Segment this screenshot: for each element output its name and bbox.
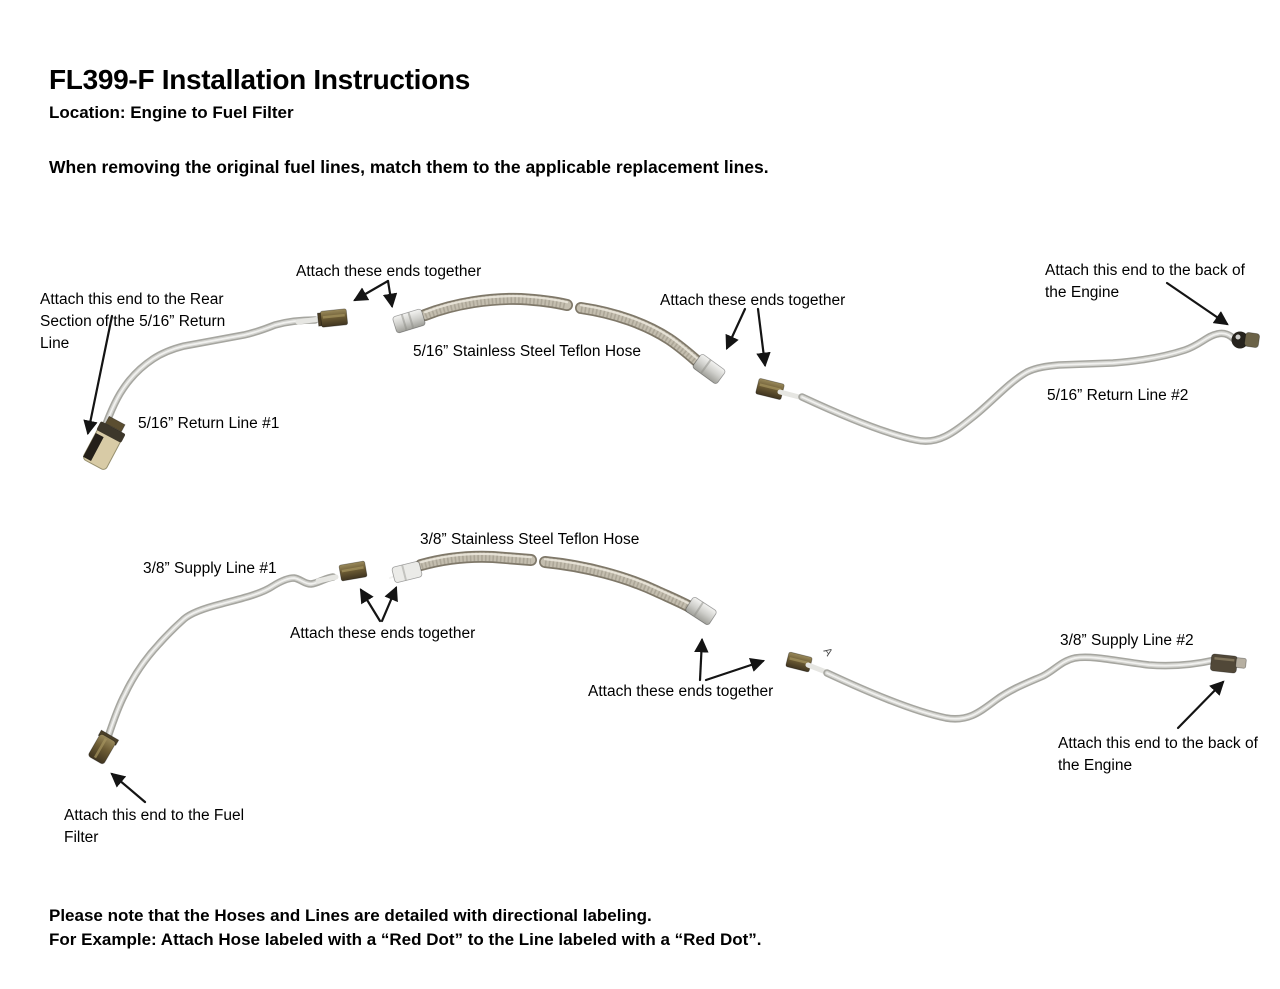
return-line-1 xyxy=(83,308,348,470)
arrow-fuel-filter xyxy=(110,772,147,804)
label-return-line-2: 5/16” Return Line #2 xyxy=(1047,387,1189,404)
arrow-top-junction1-left xyxy=(353,279,390,302)
tube-end-stub xyxy=(315,574,339,584)
label-attach-ends-bottom-junction1: Attach these ends together xyxy=(290,625,476,642)
label-hose-516: 5/16” Stainless Steel Teflon Hose xyxy=(413,343,642,360)
annotation-arrows xyxy=(83,279,1229,804)
return-line-2 xyxy=(755,331,1260,442)
teflon-hose-38 xyxy=(389,554,717,626)
quick-connect-fitting-icon xyxy=(83,415,126,470)
arrow-bottom-junction1-right xyxy=(380,585,398,623)
arrow-bottom-junction1-left xyxy=(359,588,382,623)
label-hose-38: 3/8” Stainless Steel Teflon Hose xyxy=(420,531,640,548)
hose-fitting-silver-icon xyxy=(685,596,717,626)
label-attach-engine-bottom: Attach this end to the back of the Engin… xyxy=(1058,735,1258,774)
label-attach-rear-section: Attach this end to the Rear Section of t… xyxy=(40,291,226,352)
hose-fitting-silver-icon xyxy=(692,354,726,384)
tube-end-stub xyxy=(805,662,829,675)
arrow-top-junction2-left xyxy=(725,307,747,350)
page-title: FL399-F Installation Instructions xyxy=(49,64,471,95)
supply-line-1 xyxy=(88,560,368,765)
flare-nut-brass-icon xyxy=(755,378,785,400)
footer-note-line1: Please note that the Hoses and Lines are… xyxy=(49,906,652,925)
arrow-top-junction1-right xyxy=(382,279,398,309)
label-attach-engine-top: Attach this end to the back of the Engin… xyxy=(1045,262,1245,301)
hose-fitting-silver-icon xyxy=(392,308,426,334)
supply-line-2 xyxy=(785,651,1247,719)
flare-nut-brass-icon xyxy=(316,308,348,328)
instruction-text: When removing the original fuel lines, m… xyxy=(49,157,769,177)
engine-end-fitting-icon xyxy=(1210,653,1247,674)
flare-nut-brass-icon xyxy=(785,651,813,673)
engine-end-fitting-icon xyxy=(1231,331,1260,349)
tube-end-stub xyxy=(295,316,323,325)
arrow-bottom-junction2-right xyxy=(704,658,766,682)
hose-fitting-silver-icon xyxy=(391,561,423,583)
fuel-filter-fitting-icon xyxy=(88,729,120,765)
arrow-engine-top xyxy=(1165,281,1229,326)
label-attach-ends-bottom-junction2: Attach these ends together xyxy=(588,683,774,700)
label-supply-line-2: 3/8” Supply Line #2 xyxy=(1060,632,1194,649)
label-supply-line-1: 3/8” Supply Line #1 xyxy=(143,560,277,577)
flare-nut-brass-icon xyxy=(338,560,368,582)
label-attach-fuel-filter: Attach this end to the Fuel Filter xyxy=(64,807,245,846)
arrow-engine-bottom xyxy=(1176,680,1225,730)
arrow-top-junction2-right xyxy=(756,307,771,368)
teflon-hose-516 xyxy=(392,296,726,384)
label-return-line-1: 5/16” Return Line #1 xyxy=(138,415,280,432)
footer-note-line2: For Example: Attach Hose labeled with a … xyxy=(49,930,762,949)
label-attach-ends-top-junction2: Attach these ends together xyxy=(660,292,846,309)
arrow-rear-section xyxy=(83,314,114,436)
arrow-bottom-junction2-left xyxy=(694,637,709,682)
page-subtitle: Location: Engine to Fuel Filter xyxy=(49,103,294,122)
label-attach-ends-top-junction1: Attach these ends together xyxy=(296,263,482,280)
